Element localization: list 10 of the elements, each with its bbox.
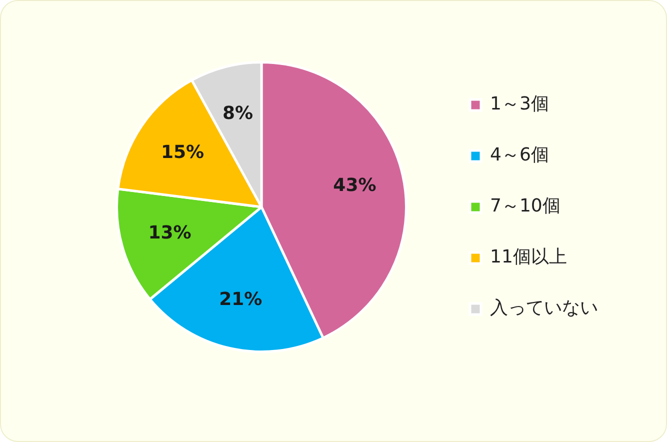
legend-label: 4～6個 bbox=[490, 144, 549, 166]
data-label: 43% bbox=[333, 174, 376, 196]
legend-label: 入っていない bbox=[490, 298, 598, 319]
data-label: 15% bbox=[160, 142, 204, 163]
legend-label: 7～10個 bbox=[490, 196, 560, 217]
data-label: 8% bbox=[222, 103, 254, 124]
data-label: 13% bbox=[148, 222, 192, 244]
legend-label: 11個以上 bbox=[490, 246, 567, 268]
data-label: 21% bbox=[219, 288, 262, 310]
legend-label: 1～3個 bbox=[490, 94, 549, 115]
